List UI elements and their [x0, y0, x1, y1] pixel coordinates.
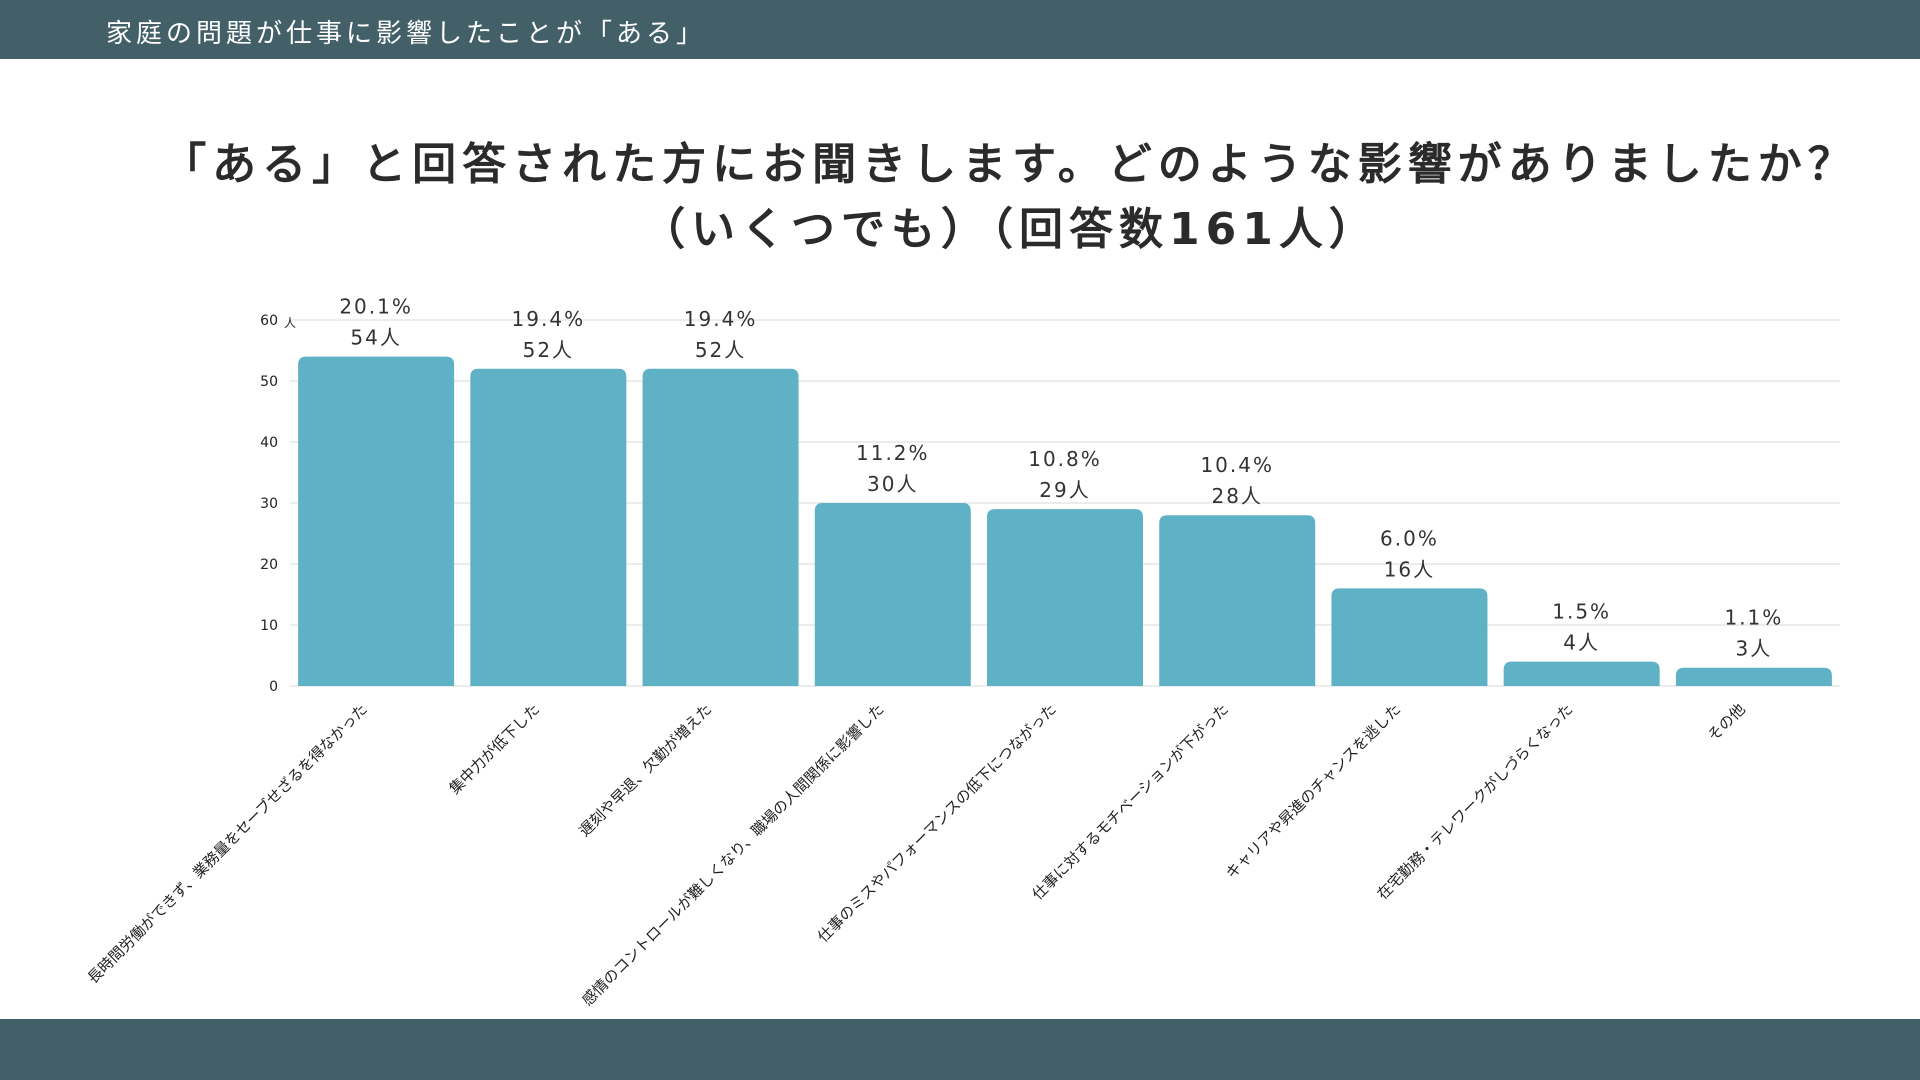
bar-9 [1675, 667, 1832, 686]
x-category-label: 集中力が低下した [446, 700, 544, 798]
x-category-label: 長時間労働ができず、業務量をセーブせざるを得なかった [84, 700, 371, 987]
y-tick-label: 20 [260, 557, 278, 573]
count-label: 28人 [1211, 484, 1262, 508]
percent-label: 11.2% [856, 441, 930, 465]
y-tick-label: 50 [260, 374, 278, 390]
y-axis-label: 人 [284, 316, 296, 330]
percent-label: 19.4% [684, 307, 758, 331]
percent-label: 6.0% [1380, 526, 1439, 550]
y-tick-label: 30 [260, 496, 278, 512]
count-label: 30人 [867, 472, 918, 496]
y-tick-label: 40 [260, 435, 278, 451]
x-category-label: 在宅勤務・テレワークがしづらくなった [1373, 700, 1576, 903]
count-label: 54人 [350, 326, 401, 350]
count-label: 52人 [695, 338, 746, 362]
count-label: 3人 [1736, 637, 1773, 661]
y-tick-label: 0 [269, 679, 278, 695]
x-category-label: 仕事に対するモチベーションが下がった [1029, 700, 1232, 903]
bar-5 [987, 509, 1143, 686]
header-title: 家庭の問題が仕事に影響したことが「ある」 [106, 19, 707, 49]
x-category-label: 感情のコントロールが難しくなり、職場の人間関係に影響した [578, 700, 887, 1009]
bar-2 [470, 368, 627, 686]
count-label: 4人 [1563, 631, 1600, 655]
percent-label: 1.5% [1552, 600, 1611, 624]
count-label: 29人 [1039, 478, 1090, 502]
percent-label: 19.4% [512, 307, 586, 331]
bar-1 [298, 356, 455, 686]
count-label: 52人 [523, 338, 574, 362]
bar-7 [1331, 588, 1488, 686]
x-category-label: 遅刻や早退、欠勤が増えた [575, 700, 715, 840]
bar-4 [814, 503, 971, 686]
bar-6 [1159, 515, 1316, 686]
y-tick-label: 60 [260, 313, 278, 329]
x-category-label: キャリアや昇進のチャンスを逃した [1222, 700, 1404, 882]
percent-label: 10.4% [1200, 453, 1274, 477]
count-label: 16人 [1384, 557, 1435, 581]
x-category-label: その他 [1704, 700, 1749, 745]
chart-title-line-1: 「ある」と回答された方にお聞きします。どのような影響がありましたか？ [162, 139, 1858, 190]
percent-label: 1.1% [1724, 606, 1783, 630]
chart-title-line-2: （いくつでも）（回答数161人） [641, 204, 1379, 255]
header-bar: 家庭の問題が仕事に影響したことが「ある」 [0, 0, 1920, 59]
y-tick-label: 10 [260, 618, 278, 634]
footer-bar [0, 1019, 1920, 1080]
percent-label: 10.8% [1028, 447, 1102, 471]
bar-8 [1503, 661, 1660, 686]
percent-label: 20.1% [339, 295, 413, 319]
bar-3 [642, 368, 799, 686]
